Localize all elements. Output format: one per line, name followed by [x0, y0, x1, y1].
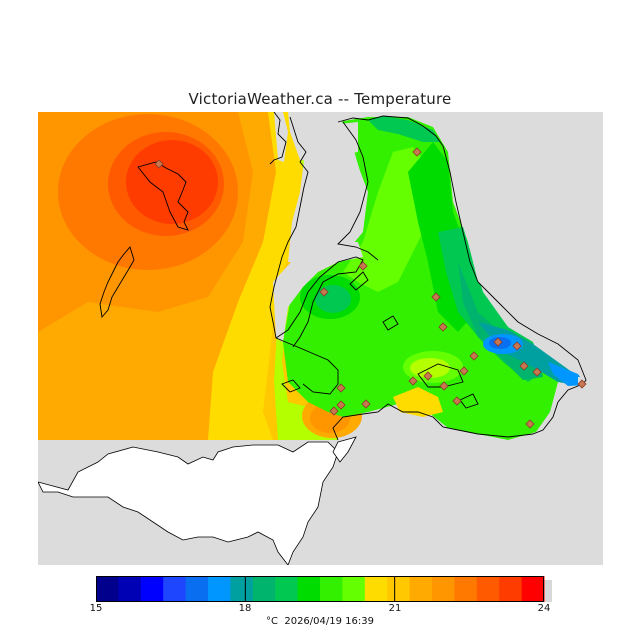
- legend-swatch: [275, 576, 299, 602]
- station-marker: [408, 376, 418, 386]
- station-marker: [319, 287, 329, 297]
- legend-swatch: [230, 576, 254, 602]
- station-marker: [336, 400, 346, 410]
- legend-swatch: [364, 576, 388, 602]
- legend-swatch: [297, 576, 321, 602]
- legend-swatch: [96, 576, 119, 602]
- island-outlines: [99, 161, 479, 409]
- legend-swatch: [118, 576, 142, 602]
- legend-swatch: [409, 576, 433, 602]
- station-marker: [459, 366, 469, 376]
- legend-swatch: [476, 576, 500, 602]
- legend-swatch: [499, 576, 523, 602]
- station-marker: [361, 399, 371, 409]
- station-marker: [452, 396, 462, 406]
- temperature-map: [38, 112, 603, 565]
- map-title: VictoriaWeather.ca -- Temperature: [188, 90, 452, 108]
- coastlines: [269, 112, 587, 441]
- station-marker: [493, 337, 503, 347]
- legend-swatch: [521, 576, 545, 602]
- station-marker: [512, 341, 522, 351]
- station-marker: [525, 419, 535, 429]
- color-legend: [96, 576, 552, 602]
- station-marker: [423, 371, 433, 381]
- station-markers: [154, 147, 587, 429]
- legend-swatch: [320, 576, 343, 602]
- station-marker: [469, 351, 479, 361]
- legend-swatch: [387, 576, 411, 602]
- station-marker: [577, 379, 587, 389]
- legend-tick: 15: [89, 603, 103, 614]
- timestamp: 2026/04/19 16:39: [284, 616, 374, 627]
- legend-swatch: [163, 576, 187, 602]
- station-marker: [439, 381, 449, 391]
- legend-swatch: [185, 576, 209, 602]
- station-marker: [532, 367, 542, 377]
- station-marker: [358, 261, 368, 271]
- legend-swatch: [252, 576, 276, 602]
- legend-tick: 24: [537, 603, 551, 614]
- legend-swatch: [454, 576, 478, 602]
- station-marker: [336, 383, 346, 393]
- contour-field-east: [283, 116, 586, 440]
- station-marker: [431, 292, 441, 302]
- legend-swatch: [208, 576, 231, 602]
- station-marker: [154, 159, 164, 169]
- legend-tick: 21: [388, 603, 402, 614]
- legend-swatch: [342, 576, 366, 602]
- legend-swatch: [432, 576, 455, 602]
- southern-landmass: [38, 441, 339, 565]
- inland-water: [288, 118, 363, 262]
- station-marker: [329, 406, 339, 416]
- station-marker: [412, 147, 422, 157]
- station-marker: [438, 322, 448, 332]
- legend-unit: °C: [266, 616, 278, 627]
- legend-frame: [96, 576, 544, 602]
- legend-swatch: [140, 576, 164, 602]
- legend-caption: °C 2026/04/19 16:39: [0, 616, 640, 627]
- legend-tick: 18: [238, 603, 252, 614]
- station-marker: [519, 361, 529, 371]
